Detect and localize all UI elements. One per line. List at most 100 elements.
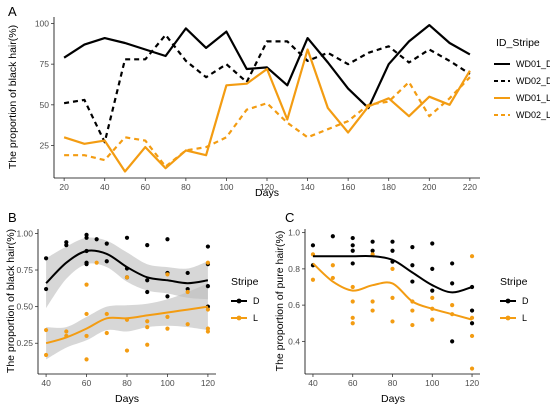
x-tick-label: 140 bbox=[300, 182, 314, 192]
legend-title: Stripe bbox=[500, 276, 528, 288]
point-d bbox=[469, 308, 475, 313]
point-l bbox=[165, 314, 170, 319]
point-l bbox=[390, 266, 395, 271]
point-d bbox=[410, 263, 415, 268]
y-tick-label: 75 bbox=[40, 59, 50, 69]
point-d bbox=[124, 235, 130, 240]
series-line-wd01-l bbox=[63, 48, 471, 173]
smooth-line-d bbox=[45, 249, 209, 285]
x-tick-label: 40 bbox=[308, 378, 318, 388]
point-d bbox=[450, 261, 455, 266]
point-d bbox=[430, 241, 435, 246]
point-l bbox=[205, 307, 211, 312]
point-l bbox=[124, 348, 130, 353]
point-d bbox=[330, 234, 335, 239]
x-tick-label: 80 bbox=[122, 378, 132, 388]
point-l bbox=[310, 277, 316, 282]
legend-key-point bbox=[236, 298, 242, 304]
point-d bbox=[43, 286, 49, 292]
point-d bbox=[145, 278, 150, 283]
point-l bbox=[94, 260, 99, 265]
point-l bbox=[64, 329, 69, 334]
point-l bbox=[84, 282, 89, 287]
legend-label: WD01_D bbox=[516, 59, 550, 69]
point-l bbox=[330, 275, 335, 281]
y-tick-label: 1.0 bbox=[288, 228, 300, 238]
legend-label: WD02_D bbox=[516, 76, 550, 86]
legend-key-point bbox=[236, 315, 242, 321]
point-d bbox=[104, 259, 109, 264]
point-d bbox=[430, 288, 435, 293]
y-tick-label: 0.4 bbox=[288, 336, 300, 346]
point-d bbox=[410, 245, 415, 250]
point-l bbox=[410, 308, 415, 313]
point-d bbox=[205, 284, 211, 289]
x-tick-label: 60 bbox=[82, 378, 92, 388]
point-l bbox=[430, 295, 435, 300]
x-tick-label: 100 bbox=[160, 378, 174, 388]
point-d bbox=[370, 248, 375, 253]
point-d bbox=[390, 239, 395, 244]
x-tick-label: 160 bbox=[341, 182, 355, 192]
point-d bbox=[165, 237, 170, 242]
legend-label: L bbox=[522, 313, 527, 323]
point-d bbox=[64, 240, 69, 245]
y-tick-label: 0.50 bbox=[16, 302, 33, 312]
point-l bbox=[469, 366, 475, 371]
point-l bbox=[43, 327, 49, 333]
series-line-wd01-d bbox=[63, 24, 471, 110]
legend-title: Stripe bbox=[231, 276, 259, 288]
point-d bbox=[370, 239, 375, 244]
legend-label: D bbox=[253, 296, 260, 306]
point-l bbox=[145, 325, 150, 330]
point-d bbox=[104, 241, 109, 246]
point-l bbox=[84, 311, 89, 317]
y-tick-label: 50 bbox=[40, 100, 50, 110]
confidence-band-d bbox=[46, 237, 208, 309]
point-l bbox=[185, 322, 190, 327]
point-l bbox=[390, 319, 395, 324]
y-tick-label: 25 bbox=[40, 140, 50, 150]
legend-label: L bbox=[253, 313, 258, 323]
y-tick-label: 0.25 bbox=[16, 338, 33, 348]
point-l bbox=[145, 342, 150, 347]
point-d bbox=[185, 270, 190, 276]
point-l bbox=[350, 299, 355, 304]
x-axis-label: Days bbox=[115, 393, 139, 405]
panel-label: C bbox=[285, 210, 294, 225]
point-d bbox=[469, 321, 475, 326]
legend-title: ID_Stripe bbox=[496, 37, 540, 49]
x-tick-label: 100 bbox=[425, 378, 439, 388]
point-l bbox=[370, 299, 375, 304]
x-tick-label: 120 bbox=[201, 378, 215, 388]
x-tick-label: 60 bbox=[141, 182, 151, 192]
point-l bbox=[84, 357, 89, 362]
point-l bbox=[370, 308, 375, 313]
point-d bbox=[310, 243, 316, 248]
point-l bbox=[185, 289, 190, 295]
point-d bbox=[390, 248, 395, 253]
point-d bbox=[350, 261, 355, 266]
point-l bbox=[350, 284, 355, 290]
point-l bbox=[450, 303, 455, 308]
point-d bbox=[64, 243, 69, 248]
series-line-wd02-l bbox=[64, 76, 471, 168]
point-d bbox=[350, 235, 355, 241]
point-l bbox=[350, 321, 355, 326]
x-axis-label: Days bbox=[255, 187, 279, 199]
x-tick-label: 80 bbox=[388, 378, 398, 388]
y-tick-label: 0.75 bbox=[16, 265, 33, 275]
point-l bbox=[430, 317, 435, 322]
x-tick-label: 220 bbox=[463, 182, 477, 192]
x-axis-label: Days bbox=[381, 393, 405, 405]
smooth-line-l bbox=[45, 305, 209, 345]
point-d bbox=[84, 235, 89, 240]
point-d bbox=[145, 289, 150, 295]
point-d bbox=[94, 237, 99, 242]
x-tick-label: 180 bbox=[382, 182, 396, 192]
panel-label: B bbox=[8, 210, 17, 225]
legend-key-point bbox=[505, 298, 511, 304]
point-l bbox=[205, 326, 211, 331]
x-tick-label: 80 bbox=[181, 182, 191, 192]
